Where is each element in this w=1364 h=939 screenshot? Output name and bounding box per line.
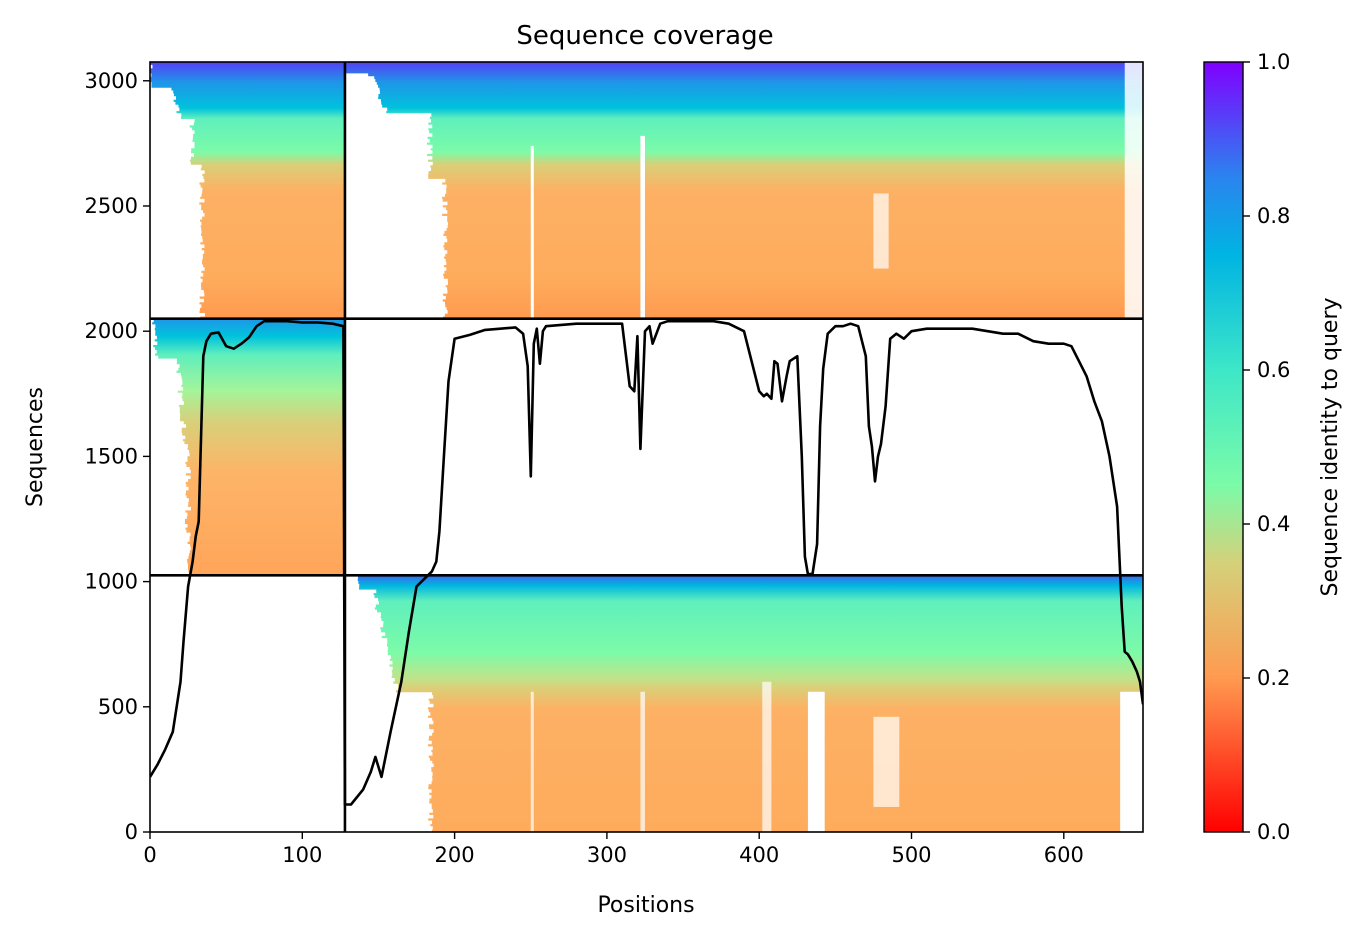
top-right-mask: [344, 62, 448, 320]
identity-block-3: [344, 575, 1143, 832]
coverage-line: [150, 319, 1143, 806]
colorbar: 0.0 0.2 0.4 0.6 0.8 1.0 Sequence identity to …: [1203, 50, 1343, 844]
gap-column-3: [873, 193, 889, 269]
coverage-line-layer: [150, 319, 1143, 806]
y-tick-label: 2500: [85, 194, 138, 218]
gap-column-0: [530, 145, 534, 319]
gap-column-6: [762, 681, 772, 832]
gap-column-1: [640, 135, 645, 319]
y-tick-label: 0: [125, 820, 138, 844]
chart-title: Sequence coverage: [516, 21, 773, 51]
x-tick-label: 500: [891, 843, 931, 867]
x-tick-label: 200: [435, 843, 475, 867]
empty-middle-right: [344, 318, 1143, 576]
y-tick-label: 3000: [85, 69, 138, 93]
colorbar-gradient: [1203, 61, 1244, 833]
alignment-gaps: [150, 62, 1143, 832]
gap-column-7: [873, 716, 900, 807]
x-axis: 0 100 200 300 400 500 600: [143, 832, 1084, 867]
y-tick-label: 500: [98, 695, 138, 719]
gap-column-2: [807, 691, 825, 832]
x-tick-label: 300: [587, 843, 627, 867]
colorbar-tick-label: 0.0: [1257, 820, 1290, 844]
y-axis: 0 500 1000 1500 2000 2500 3000: [85, 69, 150, 844]
top-right-edge-mask: [1124, 62, 1143, 319]
y-tick-label: 1500: [85, 444, 138, 468]
colorbar-tick-label: 0.8: [1257, 204, 1290, 228]
x-axis-title: Positions: [597, 893, 694, 918]
y-tick-label: 2000: [85, 319, 138, 343]
colorbar-tick-label: 0.4: [1257, 512, 1290, 536]
colorbar-tick-label: 0.6: [1257, 358, 1290, 382]
gap-column-4: [530, 691, 534, 832]
x-tick-label: 600: [1044, 843, 1084, 867]
mid-left-mask: [150, 318, 191, 576]
x-tick-label: 400: [739, 843, 779, 867]
colorbar-tick-label: 0.2: [1257, 666, 1290, 690]
y-axis-title: Sequences: [23, 387, 48, 507]
plot-frame: [149, 61, 1144, 833]
y-tick-label: 1000: [85, 570, 138, 594]
top-left-mask: [150, 62, 205, 320]
empty-bottom-left: [150, 575, 345, 832]
bot-right-mask: [344, 575, 434, 832]
x-tick-label: 0: [143, 843, 156, 867]
gap-column-5: [640, 691, 645, 832]
colorbar-tick-label: 1.0: [1257, 50, 1290, 74]
heatmap-blocks: [150, 62, 1143, 832]
bot-right-edge-mask: [1120, 691, 1143, 832]
colorbar-title: Sequence identity to query: [1318, 297, 1343, 596]
x-tick-label: 100: [282, 843, 322, 867]
identity-block-1: [344, 62, 1143, 319]
colorbar-ticks: 0.0 0.2 0.4 0.6 0.8 1.0: [1243, 50, 1290, 844]
